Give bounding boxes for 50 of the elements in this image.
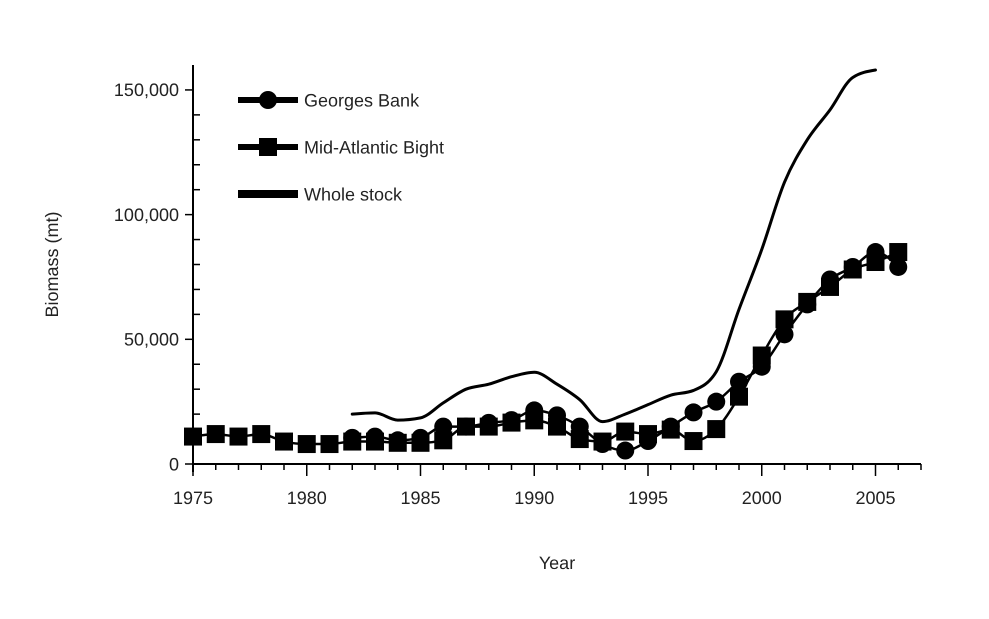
- point: [730, 388, 748, 406]
- point: [684, 403, 702, 422]
- point: [889, 243, 908, 262]
- point: [298, 435, 316, 454]
- point: [366, 432, 384, 451]
- point: [798, 292, 816, 311]
- y-tick-label: 100,000: [114, 204, 179, 225]
- y-tick-label: 150,000: [114, 80, 179, 100]
- point: [570, 430, 589, 448]
- point: [457, 418, 475, 436]
- point: [184, 428, 202, 446]
- point: [252, 425, 270, 444]
- y-tick-label: 0: [168, 454, 179, 474]
- x-axis-title: Year: [538, 553, 576, 573]
- x-tick-label: 1985: [400, 488, 441, 508]
- point: [502, 414, 520, 432]
- point: [275, 432, 293, 451]
- x-tick-label: 1995: [628, 488, 668, 508]
- x-tick-label: 1990: [514, 488, 554, 508]
- point: [434, 431, 452, 450]
- point: [412, 434, 430, 452]
- point: [343, 432, 362, 451]
- legend-label: Whole stock: [304, 184, 404, 204]
- legend-label: Mid-Atlantic Bight: [304, 137, 444, 158]
- point: [821, 278, 839, 296]
- point: [548, 418, 566, 436]
- point: [616, 442, 634, 460]
- point: [230, 428, 248, 446]
- x-tick-label: 2000: [742, 488, 782, 508]
- point: [639, 425, 657, 444]
- legend-label: Georges Bank: [304, 90, 420, 110]
- point: [707, 392, 726, 411]
- point: [480, 418, 498, 436]
- point: [594, 432, 612, 451]
- y-axis-title: Biomass (mt): [42, 211, 62, 318]
- point: [776, 310, 794, 328]
- point: [206, 425, 225, 444]
- point: [616, 422, 634, 441]
- point: [844, 260, 862, 278]
- x-tick-label: 1980: [286, 488, 327, 508]
- point: [388, 434, 407, 452]
- point: [525, 411, 544, 430]
- point: [707, 420, 726, 438]
- point: [684, 432, 702, 450]
- point: [752, 346, 771, 365]
- x-tick-label: 1975: [172, 488, 214, 508]
- point: [320, 435, 338, 454]
- y-tick-label: 50,000: [124, 330, 179, 350]
- point: [866, 253, 884, 272]
- x-tick-label: 2005: [855, 488, 896, 508]
